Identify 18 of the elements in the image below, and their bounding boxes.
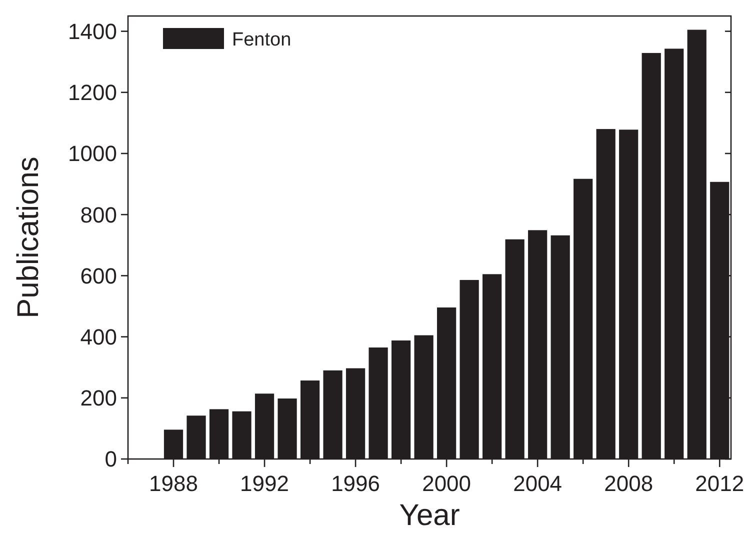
y-tick-label: 400 bbox=[80, 324, 117, 350]
x-tick-label: 2008 bbox=[604, 471, 654, 496]
y-tick-label: 0 bbox=[104, 446, 117, 472]
x-tick-label: 1988 bbox=[149, 471, 198, 496]
x-tick-label: 2012 bbox=[695, 471, 744, 496]
y-tick-label: 200 bbox=[80, 386, 117, 411]
legend-label: Fenton bbox=[232, 30, 292, 51]
x-tick-label: 2004 bbox=[513, 471, 562, 496]
x-tick-label: 1996 bbox=[331, 471, 380, 496]
y-axis-title: Publications bbox=[12, 156, 45, 318]
y-tick-label: 800 bbox=[80, 202, 117, 228]
y-tick-label: 600 bbox=[80, 263, 117, 288]
x-tick-label: 1992 bbox=[240, 471, 290, 496]
x-axis-title: Year bbox=[399, 499, 460, 532]
y-tick-label: 1000 bbox=[68, 141, 117, 166]
x-tick-label: 2000 bbox=[422, 471, 472, 496]
y-tick-label: 1200 bbox=[68, 80, 117, 106]
y-tick-label: 1400 bbox=[68, 18, 117, 44]
